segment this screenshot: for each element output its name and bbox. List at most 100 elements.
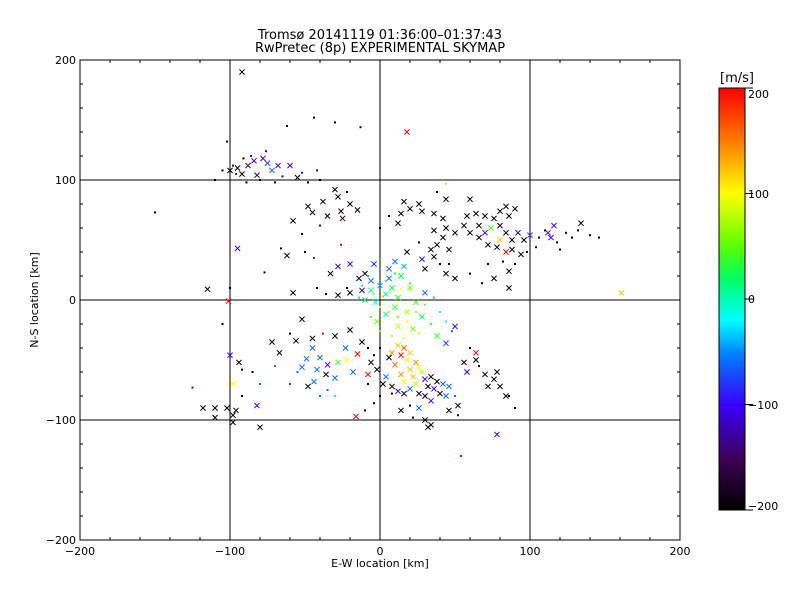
scatter-point-cross	[455, 402, 461, 409]
scatter-point-dot	[226, 140, 228, 143]
scatter-point-dot	[424, 303, 426, 306]
scatter-point-cross	[395, 220, 401, 227]
scatter-point-cross	[407, 285, 413, 291]
scatter-point-dot	[379, 330, 381, 333]
scatter-point-cross	[407, 366, 413, 373]
scatter-point-cross	[431, 385, 437, 392]
scatter-point-cross	[515, 229, 521, 236]
scatter-point-cross	[497, 208, 503, 215]
scatter-point-dot	[221, 169, 224, 172]
scatter-point-cross	[461, 359, 467, 366]
scatter-point-cross	[234, 165, 241, 171]
x-tick-label-0: −200	[65, 545, 95, 558]
scatter-point-cross	[506, 213, 512, 219]
scatter-point-dot	[577, 229, 579, 232]
scatter-point-dot	[508, 395, 510, 397]
scatter-point-cross	[227, 352, 233, 359]
scatter-point-cross	[309, 209, 316, 216]
scatter-point-dot	[544, 229, 546, 232]
scatter-point-cross	[362, 297, 368, 303]
chart-title: Tromsø 20141119 01:36:00–01:37:43	[257, 28, 502, 43]
scatter-point-cross	[324, 213, 331, 219]
scatter-point-cross	[392, 258, 398, 265]
scatter-point-dot	[391, 335, 393, 337]
scatter-point-cross	[239, 171, 245, 177]
scatter-point-cross	[440, 234, 446, 241]
scatter-point-dot	[251, 371, 254, 373]
scatter-point-dot	[316, 169, 318, 172]
scatter-point-dot	[274, 365, 276, 367]
scatter-point-cross	[371, 261, 377, 267]
scatter-point-cross	[254, 402, 260, 409]
scatter-point-cross	[332, 186, 338, 193]
scatter-point-cross	[494, 431, 500, 438]
scatter-point-cross	[383, 373, 389, 380]
scatter-point-cross	[497, 222, 503, 229]
axis-ticks	[79, 59, 681, 541]
scatter-point-cross	[443, 393, 449, 399]
scatter-point-cross	[335, 359, 341, 366]
scatter-point-cross	[398, 273, 404, 279]
scatter-point-cross	[446, 407, 452, 414]
scatter-point-cross	[230, 419, 236, 426]
scatter-point-dot	[448, 263, 450, 265]
colorbar-tick-label-1: 100	[748, 188, 769, 201]
scatter-point-dot	[316, 287, 318, 289]
scatter-point-cross	[618, 289, 625, 296]
scatter-point-cross	[332, 375, 338, 381]
scatter-point-dot	[409, 404, 411, 407]
scatter-point-dot	[221, 323, 224, 325]
scatter-point-dot	[232, 164, 234, 167]
scatter-point-dot	[361, 284, 363, 287]
scatter-point-cross	[269, 339, 275, 345]
scatter-point-dot	[259, 179, 261, 181]
scatter-point-cross	[503, 203, 509, 210]
scatter-point-cross	[398, 407, 404, 414]
scatter-point-dot	[469, 347, 471, 349]
scatter-point-cross	[488, 225, 494, 231]
scatter-point-cross	[386, 265, 392, 272]
scatter-point-cross	[287, 162, 293, 169]
scatter-point-dot	[313, 257, 315, 259]
scatter-point-cross	[473, 210, 479, 217]
scatter-point-cross	[464, 213, 470, 219]
scatter-point-dot	[418, 241, 420, 244]
scatter-point-cross	[269, 167, 275, 174]
scatter-point-cross	[491, 215, 497, 222]
scatter-point-cross	[521, 237, 527, 243]
scatter-point-dot	[274, 181, 276, 184]
scatter-point-cross	[485, 383, 491, 390]
scatter-point-cross	[416, 201, 422, 207]
scatter-point-dot	[367, 347, 369, 349]
scatter-point-cross	[404, 309, 410, 315]
scatter-point-dot	[469, 272, 471, 275]
scatter-point-dot	[379, 347, 381, 349]
scatter-point-dot	[296, 371, 299, 373]
scatter-point-cross	[401, 263, 407, 270]
scatter-point-cross	[204, 286, 211, 293]
scatter-point-dot	[319, 179, 321, 181]
scatter-point-cross	[491, 376, 497, 383]
scatter-point-dot	[322, 332, 324, 335]
scatter-point-dot	[307, 181, 309, 184]
scatter-point-cross	[338, 208, 344, 215]
scatter-point-cross	[422, 289, 428, 296]
scatter-point-cross	[335, 263, 341, 270]
scatter-point-dot	[389, 291, 392, 294]
colorbar-tick-label-4: −200	[748, 500, 778, 513]
scatter-point-cross	[309, 345, 316, 351]
scatter-point-dot	[418, 332, 420, 335]
scatter-point-cross	[395, 294, 401, 301]
scatter-point-dot	[451, 330, 453, 333]
colorbar-label: [m/s]	[720, 71, 754, 86]
scatter-point-dot	[460, 455, 462, 457]
scatter-point-cross	[410, 373, 416, 380]
scatter-point-cross	[443, 270, 449, 277]
scatter-point-dot	[214, 179, 216, 181]
scatter-point-dot	[319, 395, 321, 397]
scatter-point-cross	[437, 390, 443, 397]
scatter-point-cross	[342, 345, 349, 351]
scatter-point-cross	[383, 291, 389, 297]
scatter-point-dot	[478, 365, 480, 367]
scatter-point-cross	[398, 371, 404, 378]
